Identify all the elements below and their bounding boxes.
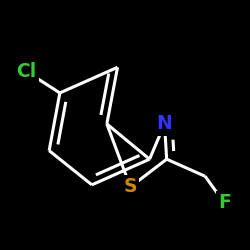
Text: N: N [157, 114, 172, 134]
Text: F: F [218, 194, 231, 212]
Text: Cl: Cl [16, 62, 37, 81]
Text: S: S [124, 178, 137, 197]
